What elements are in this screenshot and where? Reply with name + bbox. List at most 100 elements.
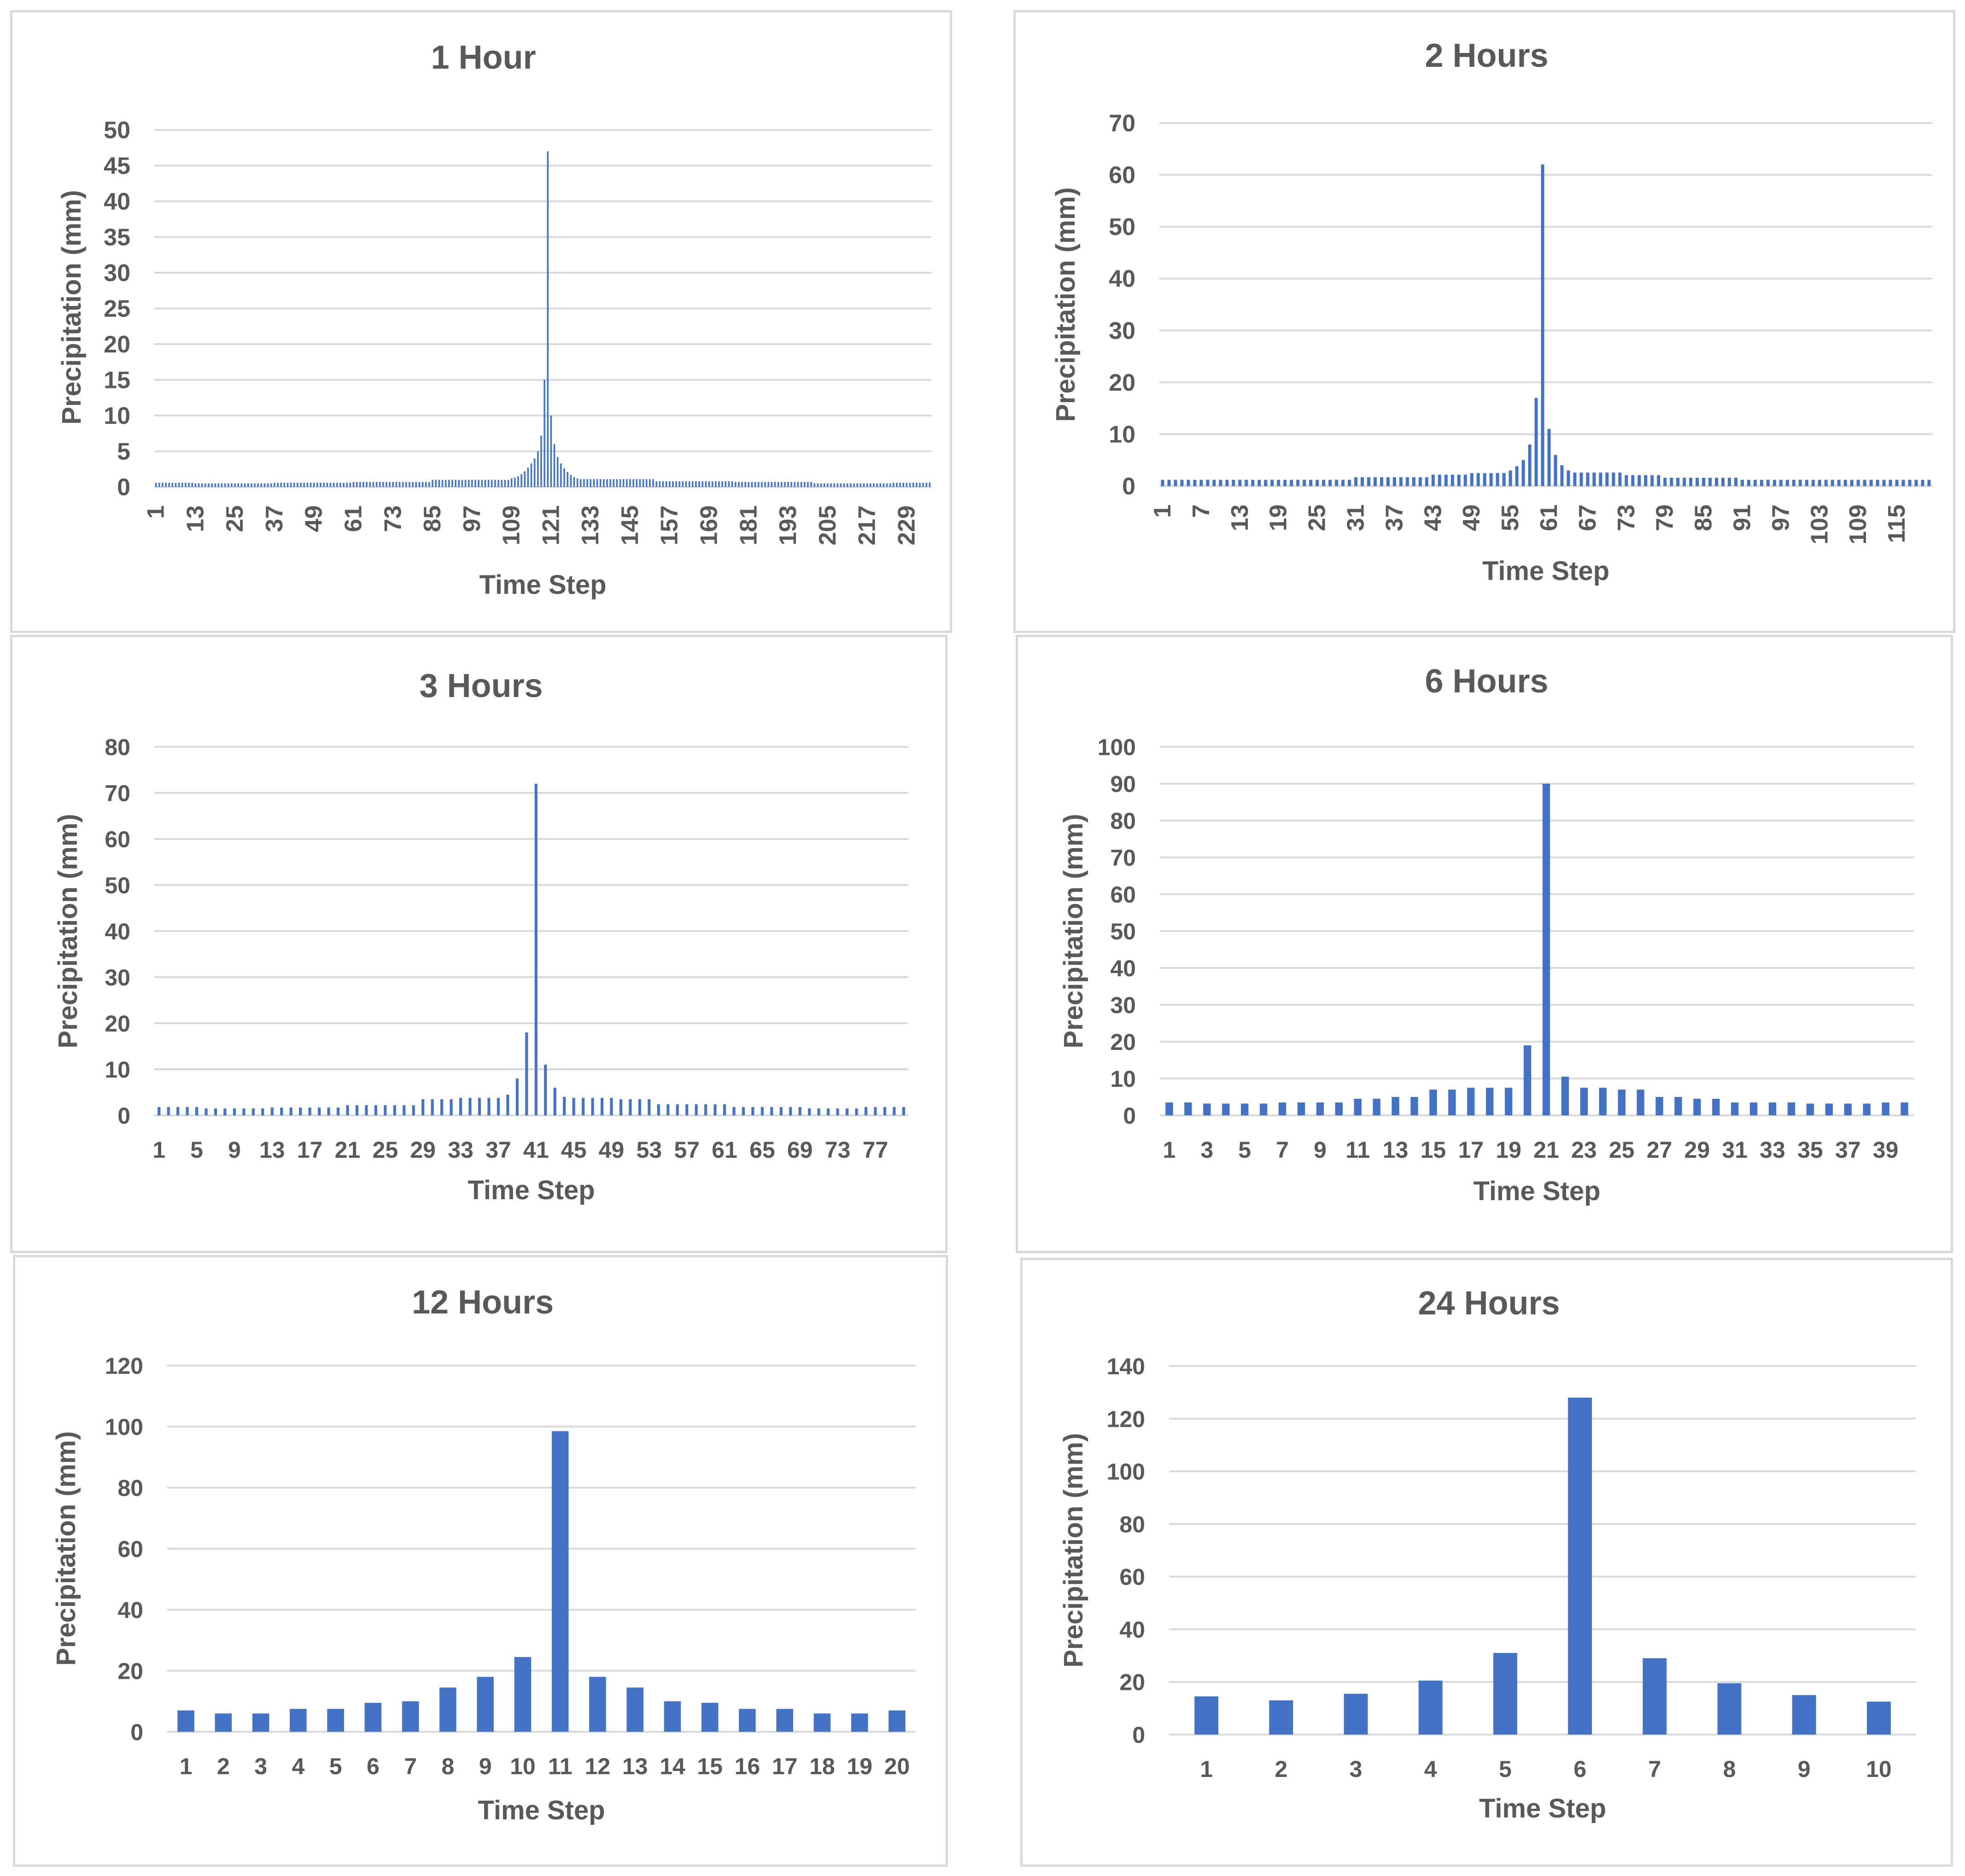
bar <box>853 483 855 487</box>
bar <box>1496 473 1499 486</box>
x-tick-label: 1 <box>1200 1756 1213 1782</box>
y-tick-label: 40 <box>104 188 130 215</box>
bar <box>1232 480 1235 486</box>
x-axis-label: Time Step <box>1482 556 1609 586</box>
bar <box>1303 480 1306 486</box>
y-tick-label: 20 <box>1119 1670 1145 1695</box>
y-axis-label: Precipitation (mm) <box>1059 814 1088 1048</box>
bar <box>889 1710 906 1732</box>
bar <box>596 479 598 487</box>
x-tick-label: 21 <box>335 1137 361 1163</box>
x-tick-label: 25 <box>1304 504 1331 531</box>
bar <box>375 482 378 487</box>
bar <box>1908 480 1912 486</box>
y-tick-label: 80 <box>117 1475 143 1501</box>
bar <box>1463 475 1467 486</box>
bar <box>711 481 713 487</box>
bar <box>1167 480 1171 486</box>
bar <box>1895 480 1899 486</box>
bar <box>346 1105 349 1115</box>
bar <box>639 479 641 487</box>
bar <box>1344 1694 1368 1735</box>
bar <box>214 483 216 487</box>
bar <box>879 483 881 487</box>
y-tick-label: 120 <box>1107 1406 1145 1432</box>
chart-24-hours: 24 Hours 0 20 40 60 80 100 120 140 1 2 3 4 5 6 7 8 9 10 Tim… <box>1059 1285 1916 1823</box>
bar <box>667 1104 670 1115</box>
y-axis-label: Precipitation (mm) <box>57 190 87 424</box>
bar <box>1561 1077 1569 1115</box>
x-tick-label: 7 <box>404 1753 417 1779</box>
bar <box>744 482 746 487</box>
bar <box>1245 480 1248 486</box>
x-tick-label: 49 <box>1458 504 1485 531</box>
y-tick-label: 20 <box>104 331 130 358</box>
x-tick-label: 1 <box>1163 1137 1176 1163</box>
bar <box>784 482 786 487</box>
x-tick-label: 109 <box>1845 504 1871 545</box>
bar <box>234 483 236 487</box>
y-tick-label: 0 <box>1132 1722 1145 1748</box>
bar <box>586 479 588 487</box>
bar <box>450 1099 453 1115</box>
bar <box>777 482 779 487</box>
x-tick-label: 4 <box>1424 1756 1437 1782</box>
y-tick-label: 70 <box>105 780 130 806</box>
bar <box>553 444 556 487</box>
bar <box>438 480 440 487</box>
y-tick-label: 30 <box>104 260 130 287</box>
y-tick-label: 20 <box>1110 1029 1136 1055</box>
bar <box>1328 480 1332 486</box>
bar <box>1528 444 1532 486</box>
x-tick-label: 91 <box>1729 504 1755 531</box>
bar <box>205 1108 208 1115</box>
bar <box>570 475 572 487</box>
bar <box>1316 480 1319 486</box>
bar <box>257 483 259 487</box>
bar <box>398 482 401 487</box>
bar <box>797 482 799 487</box>
bar <box>333 482 335 487</box>
bar <box>1683 477 1686 486</box>
bar <box>843 483 845 487</box>
bar <box>1772 480 1776 486</box>
x-tick-label: 85 <box>419 505 446 532</box>
bar <box>1734 477 1738 486</box>
bar <box>244 483 246 487</box>
bar <box>642 479 644 487</box>
bar <box>1689 477 1693 486</box>
bar <box>1174 480 1177 486</box>
chart-title: 1 Hour <box>431 39 536 76</box>
bar <box>626 1687 643 1732</box>
bar <box>300 482 302 487</box>
bar <box>695 1104 698 1115</box>
bar <box>346 482 348 487</box>
bar <box>1341 480 1345 486</box>
bar <box>698 481 700 487</box>
bar <box>1264 480 1268 486</box>
bar <box>794 482 796 487</box>
bar <box>702 481 703 487</box>
bar <box>364 1703 382 1732</box>
bar <box>860 483 862 487</box>
bar <box>1509 470 1512 486</box>
bar <box>1161 480 1164 486</box>
bar <box>290 482 292 487</box>
bar <box>836 1108 839 1115</box>
bar <box>790 482 792 487</box>
bar <box>1251 480 1255 486</box>
bar <box>808 1108 811 1115</box>
y-tick-label: 140 <box>1107 1354 1145 1379</box>
bar <box>323 482 325 487</box>
x-tick-label: 85 <box>1690 504 1717 531</box>
x-tick-label: 19 <box>847 1753 872 1779</box>
bar <box>1486 1088 1494 1115</box>
bar <box>1373 1099 1380 1115</box>
bar <box>287 482 289 487</box>
bar <box>1541 164 1544 486</box>
bar <box>591 1098 594 1115</box>
y-tick-label: 10 <box>1109 421 1135 448</box>
bar <box>517 476 519 487</box>
y-tick-label: 10 <box>104 403 130 429</box>
